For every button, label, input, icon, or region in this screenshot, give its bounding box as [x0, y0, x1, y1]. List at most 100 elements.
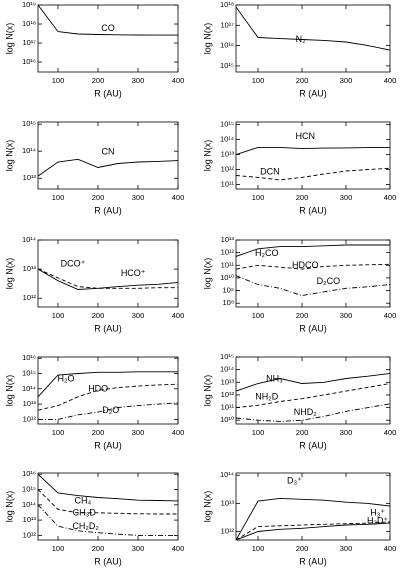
y-tick-label: 10¹⁸: [22, 19, 36, 28]
series-label: H₂CO: [255, 248, 279, 258]
series-line: [236, 497, 390, 540]
x-tick-label: 200: [92, 544, 105, 553]
y-tick-label: 10¹⁰: [220, 273, 234, 282]
x-axis-label: R (AU): [299, 205, 327, 215]
series-label: N₂: [296, 34, 306, 44]
panel: 100 200 300 400 10¹² 10¹³ 10¹⁴ 10¹⁵ 10¹⁶ R (AU) lo…: [4, 353, 184, 450]
y-axis-label: log N(x): [202, 258, 212, 290]
x-tick-label: 200: [92, 76, 105, 85]
y-tick-label: 10¹⁵: [22, 368, 36, 377]
x-tick-label: 400: [172, 544, 185, 553]
series-label: CH₄: [74, 496, 91, 506]
series-line: [38, 5, 178, 36]
y-tick-label: 10¹⁰: [220, 415, 234, 424]
y-tick-label: 10¹⁷: [220, 20, 234, 29]
panel: 100 200 300 400 10¹⁶ 10¹⁷ 10¹⁸ 10¹⁹ R (AU) log N(…: [4, 0, 184, 98]
y-axis-label: log N(x): [4, 140, 14, 172]
x-tick-label: 200: [296, 428, 309, 437]
series-label: H₃⁺: [370, 508, 385, 518]
y-tick-label: 10¹³: [23, 515, 37, 524]
panel: 100 200 300 400 10¹¹ 10¹² 10¹³ 10¹⁴ 10¹⁵ R (AU) lo…: [202, 120, 396, 216]
y-tick-label: 10¹⁹: [22, 0, 36, 9]
y-tick-label: 10¹⁷: [22, 38, 36, 47]
x-tick-label: 100: [252, 193, 265, 202]
x-tick-label: 300: [132, 544, 145, 553]
y-tick-label: 10¹²: [23, 414, 37, 423]
y-tick-label: 10¹³: [221, 377, 235, 386]
series-label: HDCO: [292, 260, 319, 270]
y-tick-label: 10¹²: [221, 527, 235, 536]
y-tick-label: 10¹³: [221, 235, 235, 244]
y-axis-label: log N(x): [202, 491, 212, 523]
x-tick-label: 200: [92, 311, 105, 320]
x-tick-label: 400: [172, 76, 185, 85]
x-tick-label: 300: [340, 76, 353, 85]
series-line: [236, 6, 390, 51]
x-tick-label: 400: [384, 544, 397, 553]
series-label: CO: [101, 23, 115, 33]
y-tick-label: 10¹⁶: [220, 41, 234, 50]
y-axis-label: log N(x): [4, 23, 14, 55]
series-line: [38, 268, 178, 290]
panel: 100 200 300 400 10⁸ 10⁹ 10¹⁰ 10¹¹ 10¹² 10¹³ R (AU)…: [202, 235, 396, 333]
series-line: [236, 275, 390, 297]
x-axis-label: R (AU): [299, 440, 327, 450]
y-tick-label: 10¹²: [221, 248, 235, 257]
series-line: [38, 383, 178, 411]
plot-frame: [37, 4, 179, 73]
x-axis-label: R (AU): [94, 323, 122, 333]
x-axis-label: R (AU): [299, 556, 327, 566]
x-axis-label: R (AU): [94, 205, 122, 215]
y-axis-label: log N(x): [4, 258, 14, 290]
x-tick-label: 400: [384, 193, 397, 202]
panel: 100 200 300 400 10¹² 10¹³ 10¹⁴ 10¹⁵ 10¹⁶ R (AU) lo…: [4, 469, 184, 566]
y-tick-label: 10¹⁶: [22, 353, 36, 362]
y-tick-label: 10¹⁵: [22, 484, 36, 493]
y-tick-label: 10¹⁵: [220, 352, 234, 361]
x-tick-label: 100: [52, 311, 65, 320]
series-label: DCO⁺: [61, 258, 86, 268]
y-tick-label: 10¹²: [23, 530, 37, 539]
x-tick-label: 300: [132, 193, 145, 202]
series-line: [236, 167, 390, 181]
y-tick-label: 10¹⁶: [22, 57, 36, 66]
series-line: [38, 371, 178, 398]
x-tick-label: 400: [172, 428, 185, 437]
x-tick-label: 300: [340, 311, 353, 320]
x-tick-label: 300: [340, 428, 353, 437]
series-label: NH₂D: [255, 392, 278, 402]
y-tick-label: 10¹³: [23, 173, 37, 182]
y-tick-label: 10¹⁵: [220, 61, 234, 70]
x-tick-label: 100: [252, 311, 265, 320]
y-tick-label: 10¹⁸: [220, 0, 234, 9]
y-tick-label: 10¹³: [221, 150, 235, 159]
series-line: [236, 372, 390, 392]
y-tick-label: 10⁹: [222, 286, 234, 295]
x-tick-label: 400: [172, 311, 185, 320]
series-label: H₂O: [58, 373, 75, 383]
y-tick-label: 10¹⁴: [22, 146, 36, 155]
x-tick-label: 200: [296, 76, 309, 85]
x-tick-label: 300: [340, 193, 353, 202]
series-line: [38, 158, 178, 177]
y-tick-label: 10¹⁵: [220, 120, 234, 129]
x-tick-label: 100: [52, 544, 65, 553]
plot-frame: [37, 356, 179, 425]
y-tick-label: 10¹¹: [221, 403, 235, 412]
panel: 100 200 300 400 10¹² 10¹³ 10¹⁴ R (AU) log N(x) D₃…: [202, 470, 396, 566]
y-tick-label: 10¹⁴: [22, 500, 36, 509]
series-label: HCN: [296, 131, 316, 141]
x-tick-label: 300: [340, 544, 353, 553]
y-tick-label: 10¹⁴: [22, 235, 36, 244]
x-tick-label: 300: [132, 311, 145, 320]
series-line: [236, 403, 390, 422]
plot-frame: [37, 472, 179, 541]
x-tick-label: 100: [252, 544, 265, 553]
series-label: NHD₂: [294, 407, 317, 417]
plot-frame: [235, 472, 391, 541]
x-tick-label: 100: [52, 193, 65, 202]
series-label: D₂O: [102, 405, 119, 415]
series-label: HCO⁺: [121, 268, 146, 278]
plot-frame: [235, 356, 391, 425]
x-axis-label: R (AU): [299, 88, 327, 98]
